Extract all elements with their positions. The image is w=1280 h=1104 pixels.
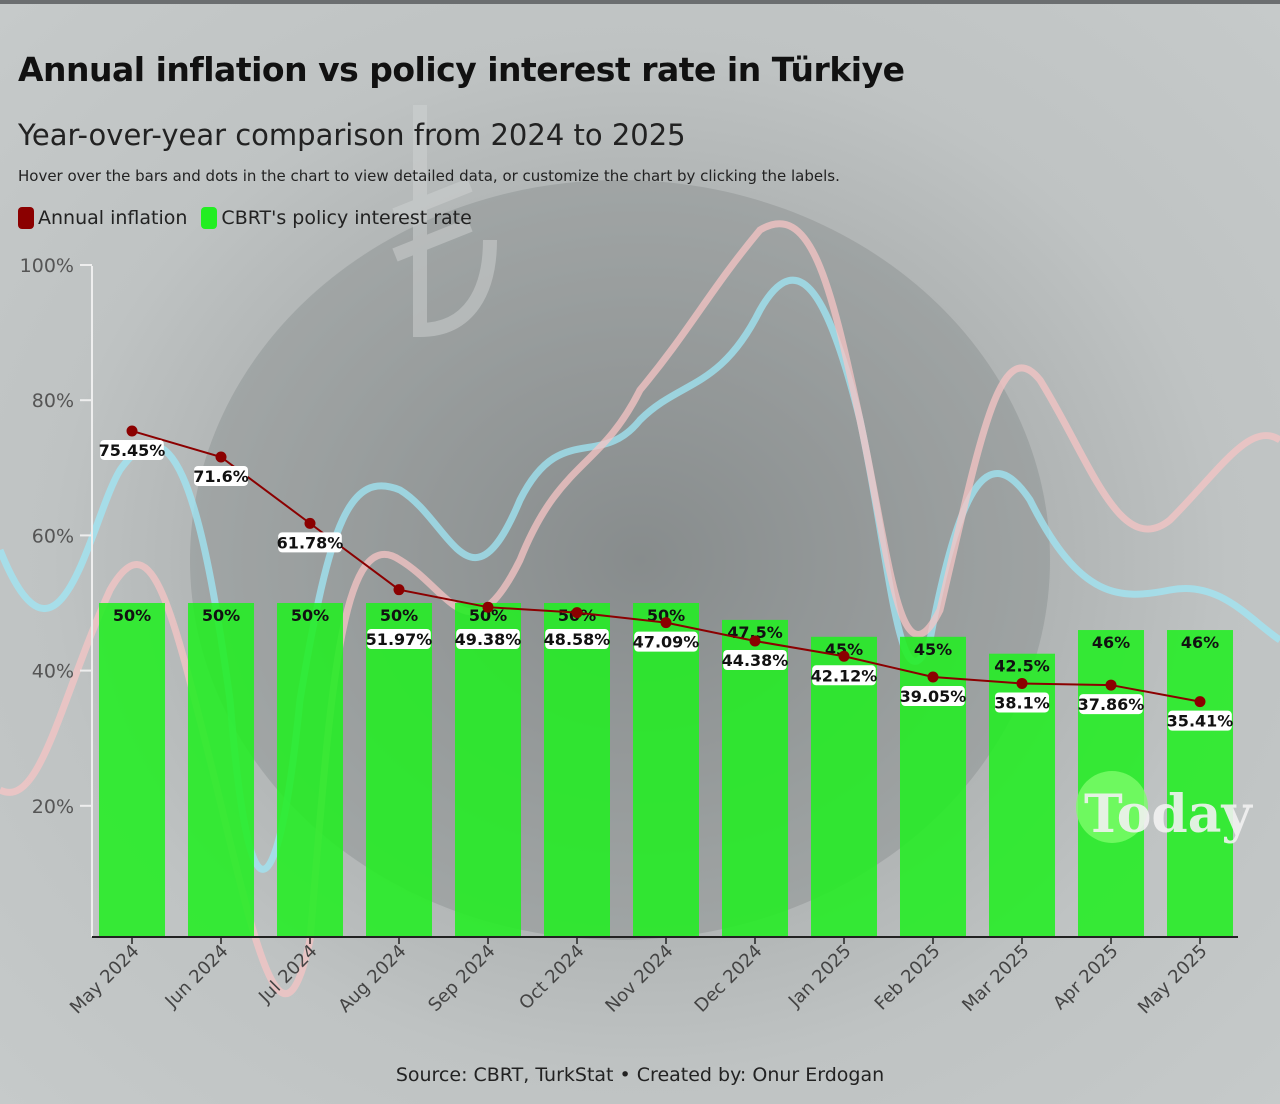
inflation-value-label: 61.78% bbox=[277, 533, 344, 552]
bar-policy-rate[interactable] bbox=[544, 603, 610, 937]
inflation-label-bg bbox=[995, 692, 1049, 713]
inflation-label-bg bbox=[100, 439, 164, 460]
inflation-value-label: 42.12% bbox=[811, 666, 878, 685]
inflation-label-bg bbox=[194, 465, 248, 486]
inflation-value-label: 37.86% bbox=[1078, 695, 1145, 714]
lira-symbol-icon bbox=[392, 105, 497, 338]
bar-policy-rate[interactable] bbox=[366, 603, 432, 937]
inflation-point[interactable] bbox=[126, 425, 138, 437]
legend-item-policy-rate[interactable]: CBRT's policy interest rate bbox=[201, 207, 472, 229]
x-tick-label: May 2024 bbox=[66, 941, 144, 1019]
inflation-value-label: 47.09% bbox=[633, 633, 700, 652]
bar-value-label: 50% bbox=[469, 606, 507, 625]
chart-note: Hover over the bars and dots in the char… bbox=[18, 167, 840, 185]
inflation-point[interactable] bbox=[749, 635, 761, 647]
bar-policy-rate[interactable] bbox=[188, 603, 254, 937]
legend-item-inflation[interactable]: Annual inflation bbox=[18, 207, 187, 229]
bar-value-label: 50% bbox=[291, 606, 329, 625]
bar-value-label: 46% bbox=[1092, 633, 1130, 652]
inflation-label-bg bbox=[1168, 710, 1232, 731]
bar-policy-rate[interactable] bbox=[277, 603, 343, 937]
top-bar bbox=[0, 0, 1280, 4]
bar-value-label: 50% bbox=[647, 606, 685, 625]
inflation-label-bg bbox=[278, 532, 342, 553]
inflation-value-label: 75.45% bbox=[99, 441, 166, 460]
x-tick-label: Jun 2024 bbox=[161, 941, 233, 1013]
inflation-point[interactable] bbox=[1016, 677, 1028, 689]
x-tick-label: Jan 2025 bbox=[784, 941, 856, 1013]
inflation-point[interactable] bbox=[927, 671, 939, 683]
y-tick-label: 40% bbox=[32, 661, 74, 683]
decorative-cyan-curve bbox=[0, 276, 1280, 873]
legend-swatch-policy-rate bbox=[201, 207, 218, 229]
inflation-label-bg bbox=[723, 649, 787, 670]
legend-label-inflation: Annual inflation bbox=[38, 207, 188, 229]
x-tick-label: Apr 2025 bbox=[1049, 941, 1122, 1014]
y-tick-label: 100% bbox=[20, 255, 74, 277]
inflation-label-bg bbox=[545, 629, 609, 649]
inflation-value-label: 71.6% bbox=[193, 467, 249, 486]
inflation-point[interactable] bbox=[571, 607, 583, 619]
watermark-logo-circle bbox=[1076, 771, 1148, 843]
inflation-label-bg bbox=[901, 686, 965, 707]
bar-value-label: 50% bbox=[113, 606, 151, 625]
legend-label-policy-rate: CBRT's policy interest rate bbox=[221, 207, 472, 229]
x-tick-label: Dec 2024 bbox=[691, 941, 767, 1017]
inflation-point[interactable] bbox=[393, 584, 405, 596]
inflation-label-bg bbox=[456, 629, 520, 649]
inflation-point[interactable] bbox=[1105, 679, 1117, 691]
watermark-logo: Today bbox=[1084, 784, 1253, 845]
inflation-value-label: 49.38% bbox=[455, 630, 522, 649]
x-tick-label: Sep 2024 bbox=[424, 941, 499, 1016]
inflation-value-label: 38.1% bbox=[994, 693, 1050, 712]
inflation-label-bg bbox=[634, 631, 698, 652]
bar-policy-rate[interactable] bbox=[99, 603, 165, 937]
inflation-point[interactable] bbox=[838, 650, 850, 662]
bar-policy-rate[interactable] bbox=[722, 619, 788, 937]
bar-policy-rate[interactable] bbox=[633, 603, 699, 937]
inflation-value-label: 39.05% bbox=[900, 687, 967, 706]
chart-title: Annual inflation vs policy interest rate… bbox=[18, 50, 905, 89]
inflation-label-bg bbox=[812, 665, 876, 686]
source-credit: Source: CBRT, TurkStat • Created by: Onu… bbox=[395, 1064, 885, 1086]
inflation-label-bg bbox=[1079, 694, 1143, 715]
inflation-value-label: 48.58% bbox=[544, 630, 611, 649]
bar-policy-rate[interactable] bbox=[811, 636, 877, 937]
inflation-point[interactable] bbox=[1194, 696, 1206, 708]
legend: Annual inflation CBRT's policy interest … bbox=[18, 207, 472, 229]
x-tick-label: Nov 2024 bbox=[601, 941, 677, 1017]
inflation-label-bg bbox=[367, 629, 431, 649]
inflation-point[interactable] bbox=[215, 451, 227, 463]
legend-swatch-inflation bbox=[18, 207, 34, 229]
y-tick-label: 60% bbox=[32, 525, 74, 547]
x-tick-label: Jul 2024 bbox=[254, 941, 321, 1008]
inflation-value-label: 51.97% bbox=[366, 630, 433, 649]
inflation-point[interactable] bbox=[482, 601, 494, 613]
bar-value-label: 42.5% bbox=[994, 657, 1050, 676]
x-tick-label: Oct 2024 bbox=[515, 941, 588, 1014]
inflation-point[interactable] bbox=[304, 517, 316, 529]
inflation-value-label: 44.38% bbox=[722, 651, 789, 670]
inflation-point[interactable] bbox=[660, 617, 672, 629]
bar-policy-rate[interactable] bbox=[1167, 630, 1233, 937]
y-tick-label: 80% bbox=[32, 390, 74, 412]
bar-value-label: 50% bbox=[202, 606, 240, 625]
x-tick-label: Aug 2024 bbox=[334, 941, 410, 1017]
x-tick-label: Mar 2025 bbox=[958, 941, 1033, 1016]
bar-value-label: 50% bbox=[380, 606, 418, 625]
bar-value-label: 46% bbox=[1181, 633, 1219, 652]
inflation-value-label: 35.41% bbox=[1167, 712, 1234, 731]
bar-value-label: 45% bbox=[914, 640, 952, 659]
bar-policy-rate[interactable] bbox=[455, 603, 521, 937]
y-tick-label: 20% bbox=[32, 796, 74, 818]
x-tick-label: Feb 2025 bbox=[871, 941, 945, 1015]
chart-subtitle: Year-over-year comparison from 2024 to 2… bbox=[18, 118, 686, 152]
x-tick-label: May 2025 bbox=[1134, 941, 1212, 1019]
